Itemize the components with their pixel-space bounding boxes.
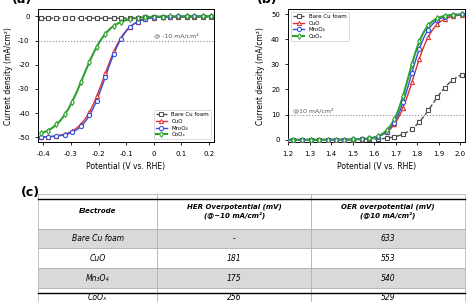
Y-axis label: Current density (mA/cm²): Current density (mA/cm²) <box>256 27 265 124</box>
Text: @ -10 mA/cm²: @ -10 mA/cm² <box>154 33 198 39</box>
Legend: Bare Cu foam, CuO, Mn₃O₄, CoOₓ: Bare Cu foam, CuO, Mn₃O₄, CoOₓ <box>154 110 211 140</box>
Y-axis label: Current density (mA/cm²): Current density (mA/cm²) <box>3 27 12 124</box>
Legend: Bare Cu foam, CuO, Mn₃O₄, CoOₓ: Bare Cu foam, CuO, Mn₃O₄, CoOₓ <box>291 12 349 41</box>
Text: (b): (b) <box>256 0 277 6</box>
Text: @10 mA/cm²: @10 mA/cm² <box>292 108 333 113</box>
Text: (a): (a) <box>11 0 32 6</box>
Text: (c): (c) <box>21 186 40 199</box>
X-axis label: Potential (V vs. RHE): Potential (V vs. RHE) <box>337 162 416 171</box>
X-axis label: Potential (V vs. RHE): Potential (V vs. RHE) <box>86 162 165 171</box>
